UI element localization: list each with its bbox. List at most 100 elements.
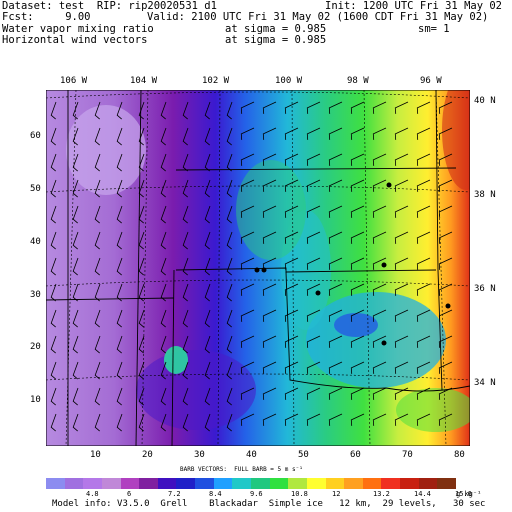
wind-barb xyxy=(240,179,255,192)
wind-barb xyxy=(284,231,299,244)
wind-barb xyxy=(306,153,321,166)
wind-barb xyxy=(50,387,57,406)
wind-barb xyxy=(372,257,387,270)
grid-x-30: 30 xyxy=(194,450,205,460)
wind-barb xyxy=(94,257,101,276)
wind-barb xyxy=(50,283,57,302)
wind-barb xyxy=(350,335,365,348)
legend-swatch xyxy=(46,478,66,489)
wind-barb xyxy=(438,257,453,270)
wind-barb xyxy=(328,179,343,192)
legend-swatch xyxy=(306,478,327,489)
wind-barb xyxy=(262,153,277,166)
grid-x-60: 60 xyxy=(350,450,361,460)
wind-barb xyxy=(306,179,321,192)
wind-barb xyxy=(372,335,387,348)
wind-barb xyxy=(262,387,277,400)
wind-barb xyxy=(50,309,57,328)
wind-barb xyxy=(350,231,365,244)
wind-barb xyxy=(160,361,167,380)
grid-y-60: 60 xyxy=(30,131,41,141)
legend-tick-label: 4.8 xyxy=(86,490,99,498)
wind-barb xyxy=(284,361,299,374)
wind-barb xyxy=(306,127,321,140)
wind-barb xyxy=(240,413,255,426)
wind-barb xyxy=(328,205,343,218)
wind-barb xyxy=(328,127,343,140)
wind-barb xyxy=(416,101,431,114)
wind-barb xyxy=(94,335,101,354)
wind-barb xyxy=(94,179,101,198)
wind-barb xyxy=(394,309,409,322)
wind-barb xyxy=(204,257,211,276)
legend-tick-label: 15.6 xyxy=(455,490,472,498)
wind-barb xyxy=(50,257,57,276)
wind-barb xyxy=(284,101,299,114)
wind-barb xyxy=(372,413,387,426)
wind-barb xyxy=(438,309,453,322)
wind-barb xyxy=(416,257,431,270)
wind-barb xyxy=(284,309,299,322)
wind-barb xyxy=(416,387,431,400)
legend-swatch xyxy=(213,478,233,489)
wind-barb xyxy=(116,101,123,120)
wind-barb xyxy=(394,127,409,140)
lat-label-38n: 38 N xyxy=(474,190,496,200)
wind-barb xyxy=(138,231,145,250)
wind-barb xyxy=(72,179,79,198)
wind-barb xyxy=(226,335,233,354)
wind-barb xyxy=(328,283,343,296)
wind-barb xyxy=(50,361,57,380)
wind-barb xyxy=(72,153,79,172)
wind-barb xyxy=(372,127,387,140)
wind-barb xyxy=(372,361,387,374)
legend-tick-label: 12 xyxy=(332,490,341,498)
wind-barb xyxy=(72,127,79,146)
wind-barb xyxy=(116,205,123,224)
wind-barb xyxy=(50,335,57,354)
wind-barb xyxy=(204,127,211,146)
wind-barb xyxy=(416,335,431,348)
wind-barb xyxy=(350,257,365,270)
wind-barb xyxy=(116,127,123,146)
wind-barb xyxy=(262,335,277,348)
legend-swatch xyxy=(344,478,364,489)
wind-barb xyxy=(182,179,189,198)
wind-barb xyxy=(438,205,453,218)
wind-barb xyxy=(394,179,409,192)
wind-barb xyxy=(372,153,387,166)
wind-barb xyxy=(138,101,145,120)
wind-barb xyxy=(204,231,211,250)
wind-barb xyxy=(284,257,299,270)
wind-barb xyxy=(138,257,145,276)
wind-barb xyxy=(416,283,431,296)
legend-tick-label: 10.8 xyxy=(291,490,308,498)
grid-x-50: 50 xyxy=(298,450,309,460)
wind-barb xyxy=(226,101,233,120)
legend-swatch xyxy=(101,478,122,489)
dataset-line: Dataset: test RIP: rip20020531 d1 xyxy=(2,0,217,12)
wind-barb xyxy=(306,205,321,218)
wind-barb xyxy=(204,101,211,120)
wind-barb xyxy=(416,153,431,166)
legend-swatch xyxy=(64,478,84,489)
wind-barb xyxy=(182,101,189,120)
wind-barb xyxy=(240,387,255,400)
wind-barb xyxy=(284,153,299,166)
wind-barb xyxy=(350,205,365,218)
legend-tick-label: 9.6 xyxy=(250,490,263,498)
wind-barb xyxy=(284,335,299,348)
wind-barb xyxy=(94,205,101,224)
wind-barb xyxy=(138,335,145,354)
wind-barb xyxy=(416,205,431,218)
legend-swatch xyxy=(195,478,215,489)
wind-barb xyxy=(262,205,277,218)
grid-y-20: 20 xyxy=(30,342,41,352)
wind-barb xyxy=(72,361,79,380)
wind-barb xyxy=(50,205,57,224)
wind-barb xyxy=(226,387,233,406)
wind-barb xyxy=(350,413,365,426)
wind-barb xyxy=(262,257,277,270)
wind-barb xyxy=(438,179,453,192)
grid-x-40: 40 xyxy=(246,450,257,460)
